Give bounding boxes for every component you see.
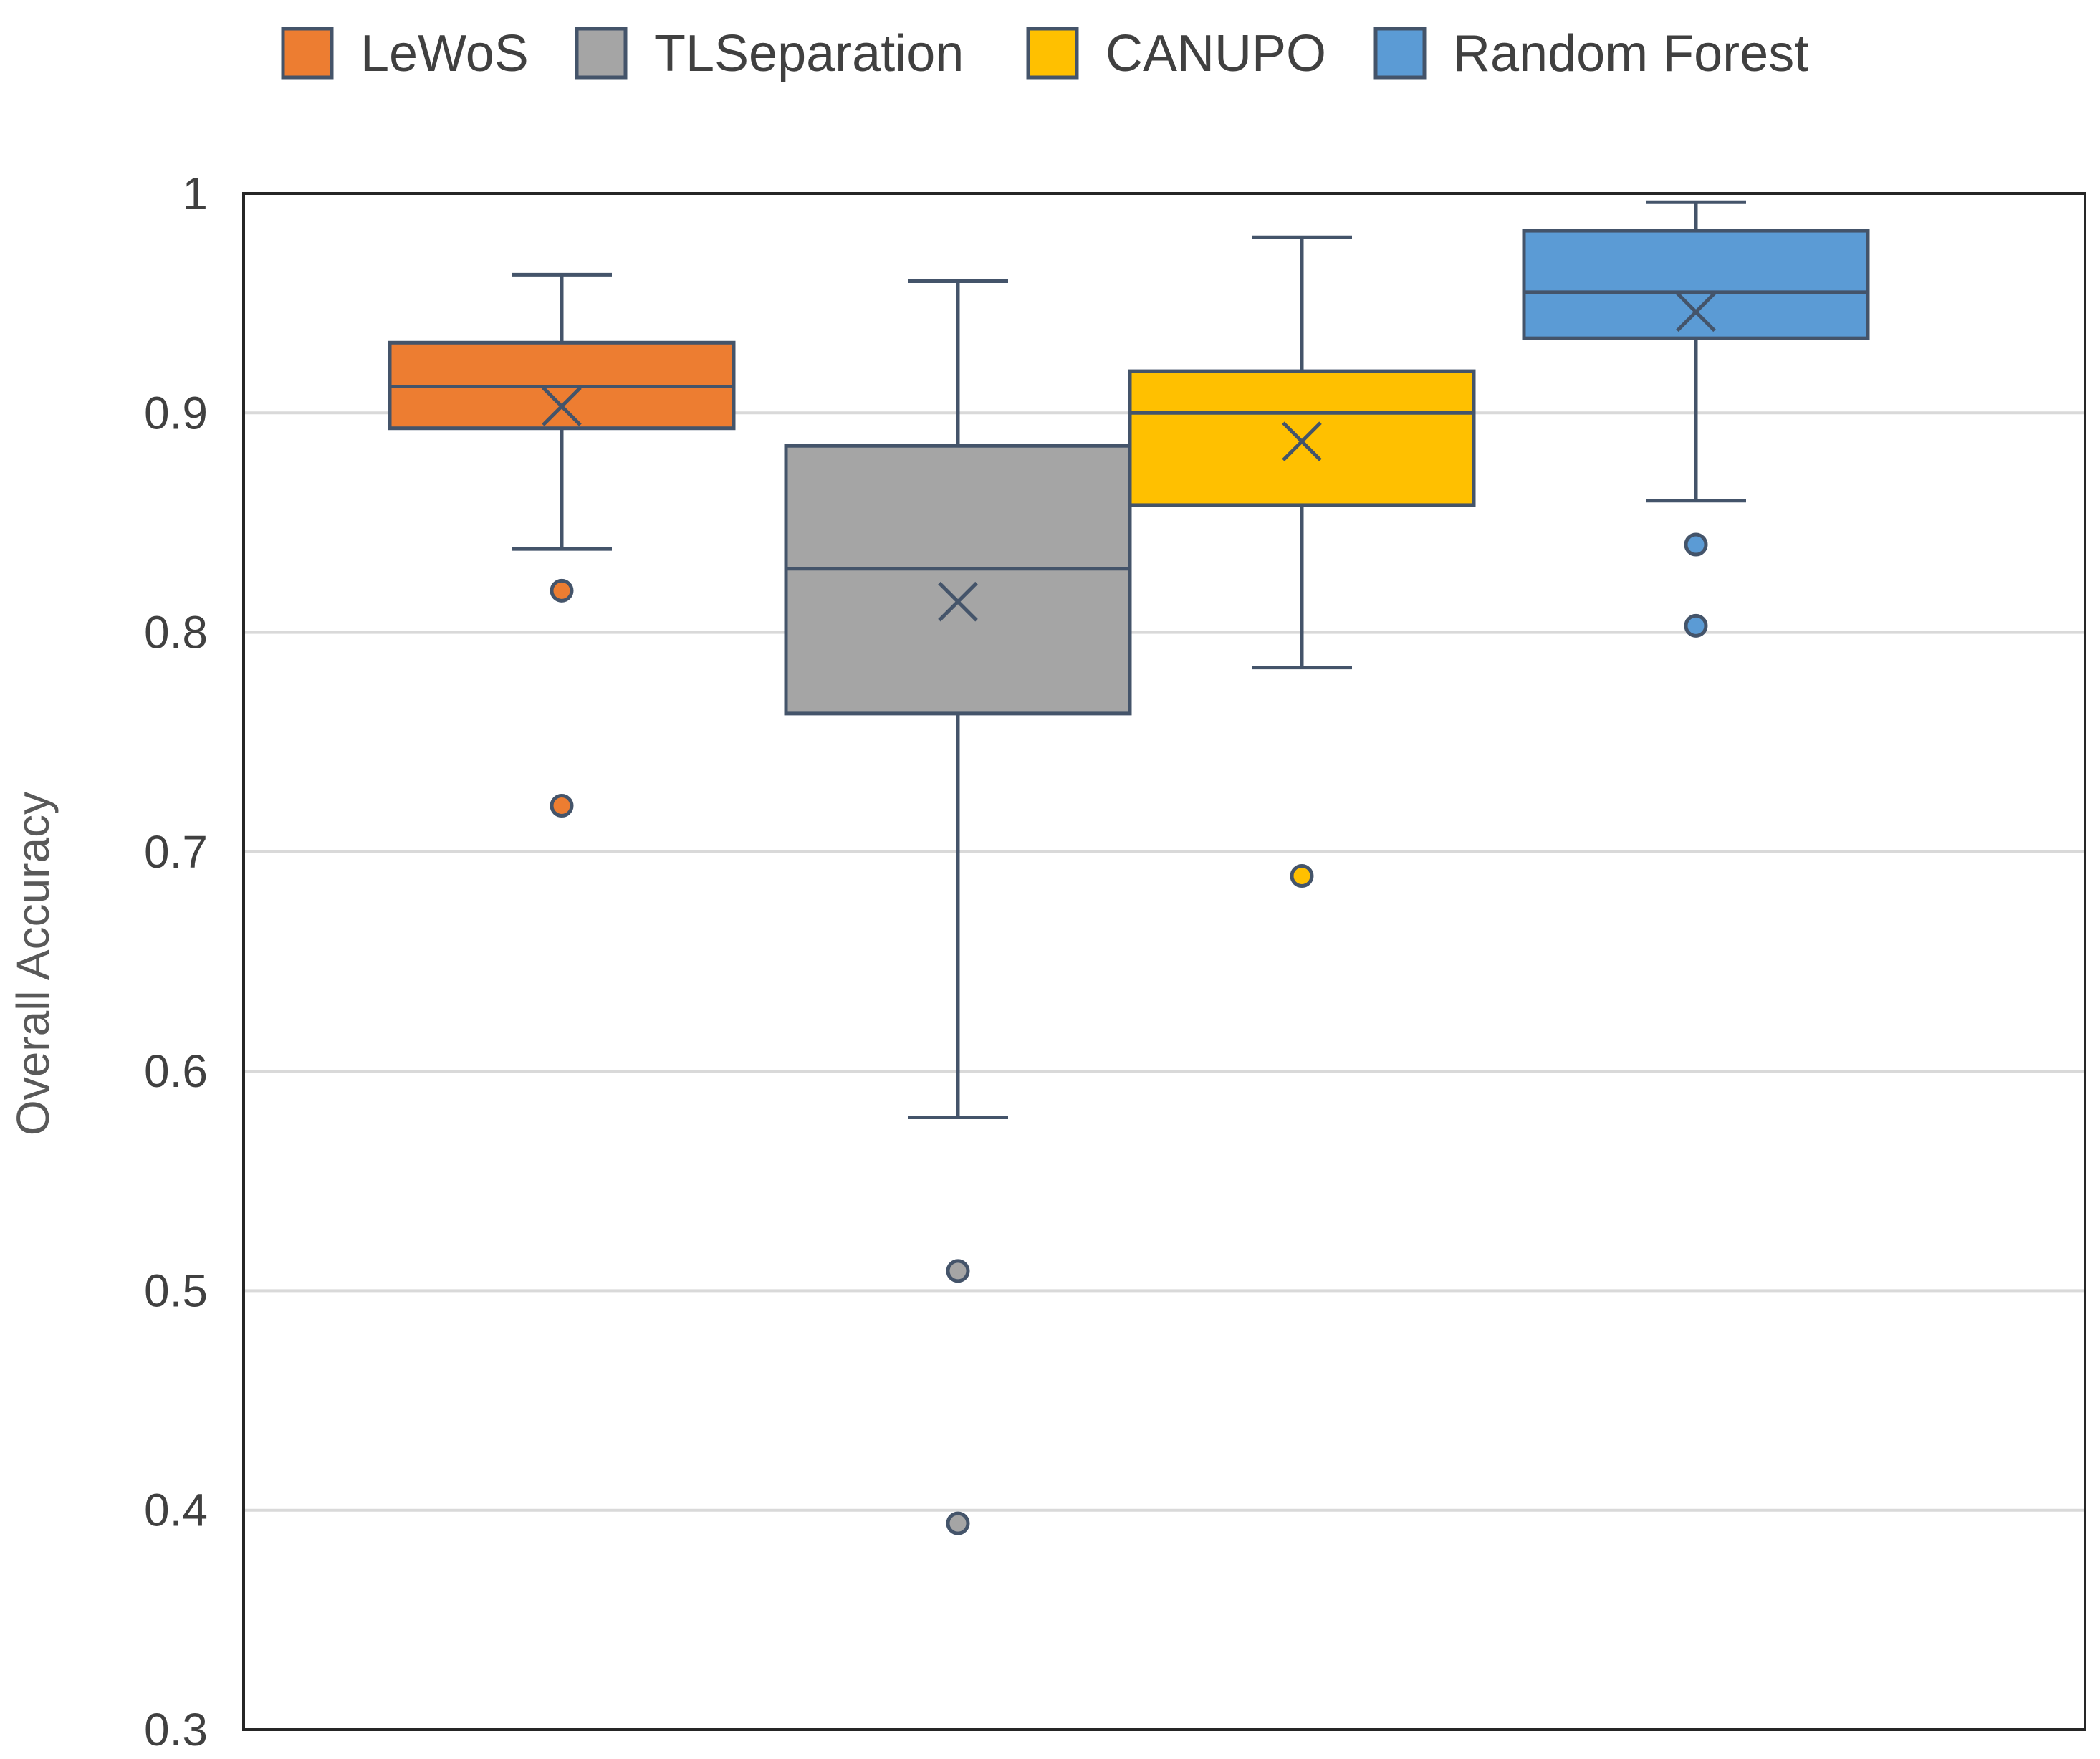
- legend: LeWoS TLSeparation CANUPO Random Forest: [281, 25, 1808, 82]
- legend-label: CANUPO: [1106, 25, 1326, 82]
- mean-marker: [1282, 421, 1322, 461]
- box-iqr: [1522, 229, 1870, 340]
- y-tick-label: 0.9: [144, 387, 208, 438]
- outlier-point: [550, 578, 574, 603]
- legend-item: CANUPO: [1026, 25, 1326, 82]
- box-iqr: [1128, 369, 1476, 507]
- plot-border: [242, 192, 2086, 1731]
- y-tick-label: 0.3: [144, 1704, 208, 1755]
- box-random-forest: [1522, 200, 1870, 638]
- y-tick-label: 0.6: [144, 1045, 208, 1097]
- y-axis-title: Overall Accuracy: [7, 792, 59, 1136]
- outlier-point: [1684, 613, 1708, 638]
- y-tick-label: 0.8: [144, 607, 208, 658]
- outlier-point: [946, 1511, 970, 1535]
- y-tick-label: 0.4: [144, 1485, 208, 1536]
- y-tick-label: 0.7: [144, 826, 208, 878]
- box-canupo: [1128, 235, 1476, 888]
- legend-label: Random Forest: [1453, 25, 1808, 82]
- gridlines: [244, 411, 2085, 1512]
- mean-marker: [1676, 292, 1716, 332]
- y-tick-label: 0.5: [144, 1265, 208, 1316]
- box-lewos: [388, 272, 736, 818]
- legend-item: LeWoS: [281, 25, 529, 82]
- y-tick-label: 1: [182, 168, 208, 219]
- y-axis-ticks: 0.3 0.4 0.5 0.6 0.7 0.8 0.9 1: [144, 168, 208, 1755]
- outlier-point: [946, 1259, 970, 1283]
- legend-item: Random Forest: [1373, 25, 1808, 82]
- legend-item: TLSeparation: [575, 25, 964, 82]
- legend-swatch: [281, 27, 334, 80]
- plot-area: [242, 192, 2086, 1731]
- box-series: [388, 200, 1870, 1535]
- outlier-point: [550, 794, 574, 818]
- outlier-point: [1290, 864, 1314, 888]
- legend-label: TLSeparation: [654, 25, 964, 82]
- outlier-point: [1684, 532, 1708, 557]
- legend-swatch: [1373, 27, 1427, 80]
- mean-marker: [542, 386, 582, 426]
- legend-swatch: [1026, 27, 1079, 80]
- legend-label: LeWoS: [360, 25, 529, 82]
- legend-swatch: [575, 27, 628, 80]
- box-tlseparation: [784, 279, 1132, 1535]
- mean-marker: [938, 581, 978, 622]
- box-iqr: [784, 444, 1132, 716]
